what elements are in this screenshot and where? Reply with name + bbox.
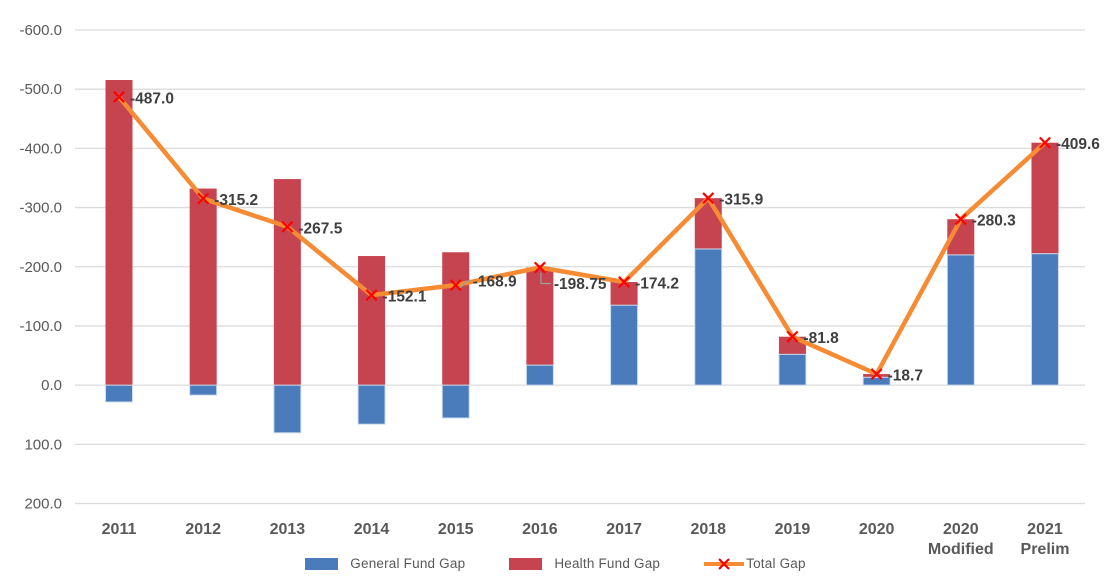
x-axis-label: 2011 bbox=[102, 521, 137, 538]
legend-item-health-fund-gap[interactable]: Health Fund Gap bbox=[509, 556, 660, 571]
health-fund-gap-bar[interactable] bbox=[105, 80, 133, 386]
x-axis-label: 2014 bbox=[354, 521, 390, 538]
total-gap-data-label: -18.7 bbox=[888, 368, 923, 385]
total-gap-data-label: -487.0 bbox=[130, 90, 174, 107]
total-gap-data-label: -152.1 bbox=[383, 289, 427, 306]
general-fund-gap-bar[interactable] bbox=[189, 384, 218, 396]
general-fund-gap-bar[interactable] bbox=[105, 384, 133, 403]
x-axis-label: Prelim bbox=[1021, 541, 1070, 558]
data-label-leader-line bbox=[540, 272, 551, 285]
general-fund-gap-bar[interactable] bbox=[610, 304, 639, 386]
x-axis-label: 2015 bbox=[438, 521, 474, 538]
general-fund-gap-bar[interactable] bbox=[273, 384, 302, 434]
general-fund-gap-bar[interactable] bbox=[778, 353, 807, 386]
health-fund-gap-bar[interactable] bbox=[189, 188, 217, 386]
legend-item-general-fund-gap[interactable]: General Fund Gap bbox=[305, 556, 465, 571]
y-axis-tick-label: 100.0 bbox=[24, 436, 62, 453]
total-gap-marker-icon bbox=[533, 261, 546, 274]
general-fund-gap-bar[interactable] bbox=[1030, 253, 1059, 386]
total-gap-line-marker-icon bbox=[704, 557, 745, 570]
health-fund-gap-bar[interactable] bbox=[526, 267, 554, 366]
total-gap-data-label: -267.5 bbox=[298, 220, 342, 237]
total-gap-data-label: -280.3 bbox=[972, 213, 1016, 230]
legend-item-total-gap[interactable]: Total Gap bbox=[704, 556, 806, 571]
y-axis-tick-label: 0.0 bbox=[41, 377, 62, 394]
general-fund-gap-swatch-icon bbox=[305, 557, 339, 570]
general-fund-gap-bar[interactable] bbox=[357, 384, 386, 425]
total-gap-data-label: -198.75 bbox=[554, 276, 607, 293]
health-fund-gap-bar[interactable] bbox=[610, 282, 638, 306]
health-fund-gap-bar[interactable] bbox=[273, 179, 301, 386]
x-axis-label: 2016 bbox=[522, 521, 558, 538]
x-axis-label: Modified bbox=[928, 541, 994, 558]
total-gap-marker-icon bbox=[618, 276, 631, 288]
y-axis-tick-label: -100.0 bbox=[19, 318, 62, 335]
x-axis-label: 2020 bbox=[943, 521, 979, 538]
total-gap-data-label: -81.8 bbox=[803, 330, 839, 347]
y-axis-tick-label: -600.0 bbox=[19, 22, 62, 39]
general-fund-gap-bar[interactable] bbox=[441, 384, 470, 419]
x-axis-label: 2019 bbox=[775, 521, 811, 538]
total-gap-data-label: -409.6 bbox=[1056, 136, 1100, 153]
x-axis-label: 2017 bbox=[606, 521, 642, 538]
total-gap-marker-icon bbox=[113, 90, 125, 103]
general-fund-gap-bar[interactable] bbox=[946, 254, 975, 386]
health-fund-gap-swatch-icon bbox=[509, 557, 543, 570]
data-label-leader-line bbox=[459, 280, 471, 289]
x-axis-label: 2018 bbox=[690, 521, 726, 538]
total-gap-data-label: -168.9 bbox=[473, 274, 517, 291]
legend-label-health-fund-gap: Health Fund Gap bbox=[554, 556, 661, 571]
x-axis-label: 2012 bbox=[185, 521, 221, 538]
total-gap-marker-icon bbox=[281, 220, 294, 233]
y-axis-tick-label: -300.0 bbox=[19, 200, 62, 217]
health-fund-gap-bar[interactable] bbox=[1031, 142, 1059, 254]
general-fund-gap-bar[interactable] bbox=[862, 376, 891, 386]
total-gap-marker-icon bbox=[786, 330, 799, 343]
total-gap-data-label: -174.2 bbox=[635, 276, 679, 293]
health-fund-gap-bar[interactable] bbox=[358, 256, 386, 386]
general-fund-gap-bar[interactable] bbox=[694, 248, 723, 386]
y-axis-tick-label: -400.0 bbox=[19, 140, 62, 157]
total-gap-marker-icon bbox=[702, 192, 715, 205]
general-fund-gap-bar[interactable] bbox=[525, 364, 554, 386]
total-gap-marker-icon bbox=[870, 368, 883, 381]
total-gap-marker-icon bbox=[1039, 136, 1051, 149]
total-gap-data-label: -315.9 bbox=[719, 192, 763, 209]
y-axis-tick-label: 200.0 bbox=[24, 496, 62, 513]
chart-legend: General Fund Gap Health Fund Gap Total G… bbox=[0, 556, 1111, 571]
health-fund-gap-bar[interactable] bbox=[442, 252, 470, 386]
total-gap-marker-icon bbox=[954, 213, 967, 226]
y-axis-tick-label: -500.0 bbox=[19, 81, 62, 98]
x-axis-label: 2021 bbox=[1027, 521, 1063, 538]
total-gap-line[interactable] bbox=[116, 94, 1048, 377]
legend-label-general-fund-gap: General Fund Gap bbox=[350, 556, 466, 571]
total-gap-data-label: -315.2 bbox=[214, 192, 258, 209]
total-gap-marker-icon bbox=[197, 192, 210, 205]
x-axis-label: 2020 bbox=[859, 521, 895, 538]
legend-label-total-gap: Total Gap bbox=[746, 556, 806, 571]
y-axis-tick-label: -200.0 bbox=[19, 259, 62, 276]
total-gap-marker-icon bbox=[365, 289, 378, 302]
total-gap-marker-icon bbox=[449, 279, 462, 292]
x-axis-label: 2013 bbox=[270, 521, 306, 538]
